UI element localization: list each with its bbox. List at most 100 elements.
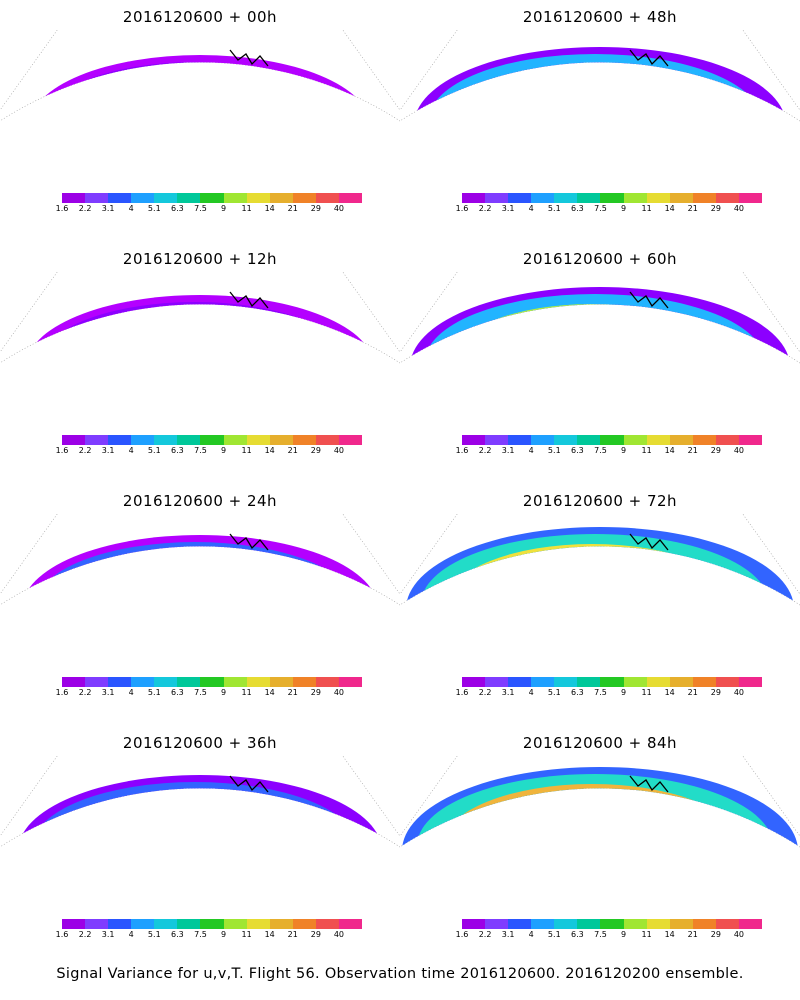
colorbar-label: 14 [264,688,275,697]
colorbar-swatch [62,919,86,929]
colorbar-swatch [577,193,601,203]
variance-contour [456,64,728,132]
colorbar-label: 14 [264,930,275,939]
colorbar-swatch [108,677,132,687]
colorbar-label: 4 [528,688,534,697]
colorbar-label: 21 [687,688,698,697]
colorbar-swatch [200,919,224,929]
colorbar-swatch [508,677,532,687]
map-panel: 2016120600 + 48h 1.6 2.2 3.1 4 5.1 6.3 7.5 9 11 14… [400,0,800,240]
colorbar-swatch [315,677,339,687]
variance-contour [41,302,349,374]
colorbar-label: 5.1 [147,204,161,213]
colorbar-label: 40 [733,446,745,455]
colorbar-swatch [623,193,647,203]
colorbar-swatch [715,919,739,929]
variance-contour [94,560,294,616]
colorbar-label: 5.1 [147,446,161,455]
colorbar-label: 40 [733,930,745,939]
colorbar-swatch [154,919,178,929]
colorbar-swatch [131,435,155,445]
colorbar-label: 7.5 [594,204,607,213]
variance-contour [60,792,324,858]
variance-contour [98,320,290,374]
colorbar-label: 7.5 [194,688,207,697]
variance-contour [448,544,736,616]
colorbar-swatch [85,435,109,445]
colorbar-swatch [315,193,339,203]
variance-map [400,756,800,858]
colorbar-label: 4 [128,204,134,213]
colorbar-label: 3.1 [501,930,515,939]
colorbar-swatch [462,677,486,687]
variance-map [0,272,400,374]
variance-map [400,30,800,132]
colorbar-label: 2.2 [78,204,92,213]
colorbar-swatch [692,435,716,445]
colorbar-swatch [485,435,509,445]
colorbar-swatch [715,435,739,445]
colorbar-label: 5.1 [147,930,161,939]
colorbar-label: 5.1 [547,688,561,697]
colorbar-swatch [692,919,716,929]
colorbar-label: 6.3 [171,204,184,213]
variance-contour [504,800,688,858]
colorbar-swatch [600,193,624,203]
colorbar-label: 14 [664,446,675,455]
colorbar-swatch [577,435,601,445]
colorbar-label: 4 [128,688,134,697]
map-panel: 2016120600 + 60h 1.6 2.2 3.1 4 5.1 6.3 7.5 9 11 14… [400,242,800,482]
colorbar: 1.6 2.2 3.1 4 5.1 6.3 7.5 9 11 14 21 29 40 [456,193,763,219]
colorbar-swatch [338,919,363,929]
variance-map [0,514,400,616]
colorbar-swatch [531,435,555,445]
colorbar-label: 4 [128,930,134,939]
colorbar-swatch [485,919,509,929]
colorbar-swatch [200,435,224,445]
colorbar-label: 11 [241,688,252,697]
colorbar-label: 3.1 [101,930,115,939]
variance-contour [486,72,702,132]
colorbar-label: 2.2 [478,446,492,455]
colorbar-label: 6.3 [571,204,584,213]
map-domain-outline [400,514,800,606]
colorbar-label: 6.3 [571,446,584,455]
colorbar-label: 3.1 [501,688,515,697]
colorbar-label: 21 [687,204,698,213]
variance-contour [421,534,769,616]
colorbar-label: 6.3 [571,688,584,697]
map-panel: 2016120600 + 36h 1.6 2.2 3.1 4 5.1 6.3 7.5 9 11 14… [0,726,400,966]
variance-contour [536,569,660,616]
colorbar: 1.6 2.2 3.1 4 5.1 6.3 7.5 9 11 14 21 29 40 [456,435,763,461]
panel-title: 2016120600 + 24h [122,492,278,510]
panel-title: 2016120600 + 84h [522,734,678,752]
colorbar-label: 11 [641,688,652,697]
colorbar-swatch [508,919,532,929]
colorbar-label: 4 [528,204,534,213]
colorbar-swatch [315,435,339,445]
colorbar-label: 7.5 [194,446,207,455]
colorbar-label: 1.6 [455,688,469,697]
colorbar-label: 14 [664,688,675,697]
panel-title: 2016120600 + 72h [522,492,678,510]
colorbar-swatch [292,435,316,445]
variance-contour [444,784,740,858]
colorbar-label: 11 [241,204,252,213]
colorbar-swatch [577,677,601,687]
variance-map [0,30,400,132]
colorbar-swatch [715,193,739,203]
colorbar-label: 14 [664,204,675,213]
colorbar-swatch [177,919,201,929]
colorbar-swatch [554,677,578,687]
colorbar-swatch [246,435,270,445]
colorbar-label: 9 [620,446,627,455]
panel-title: 2016120600 + 36h [122,734,278,752]
colorbar-label: 29 [310,930,321,939]
colorbar-swatch [600,677,624,687]
colorbar-swatch [738,677,763,687]
colorbar-label: 5.1 [147,688,161,697]
colorbar-label: 3.1 [101,204,115,213]
colorbar-swatch [338,435,363,445]
colorbar-label: 29 [310,204,321,213]
colorbar-swatch [738,435,763,445]
